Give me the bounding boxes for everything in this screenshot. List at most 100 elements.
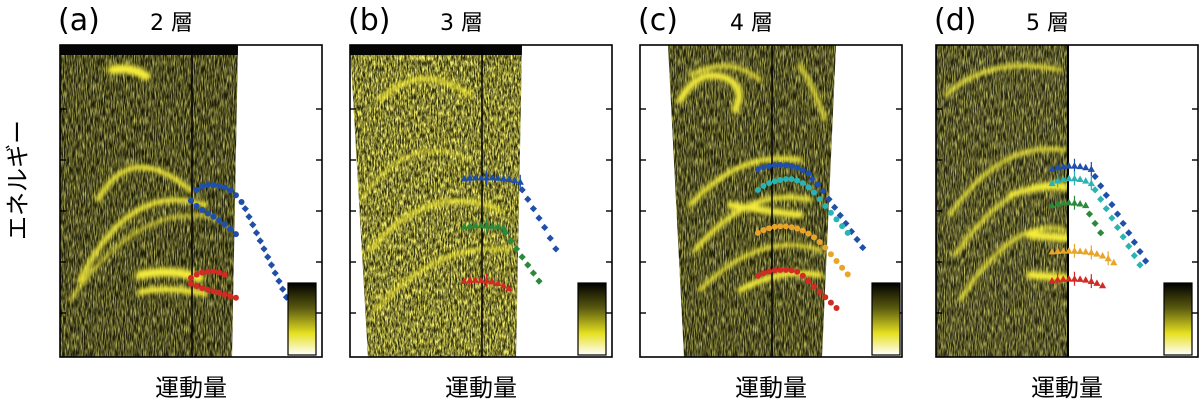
point-d-s0-0 xyxy=(1048,165,1056,172)
arpes-image-c xyxy=(668,45,836,357)
point-d-s3-8 xyxy=(1136,261,1144,269)
point-a-s4-4 xyxy=(210,288,217,295)
xlabel-b: 運動量 xyxy=(445,374,517,402)
point-a-s0-1 xyxy=(193,186,200,193)
point-c-s3-2 xyxy=(766,225,773,232)
panel-title-a: 2 層 xyxy=(150,11,193,36)
point-c-s0-3 xyxy=(771,162,778,169)
point-a-s4-2 xyxy=(199,285,206,292)
point-c-s4-1 xyxy=(760,270,767,277)
xlabel-a: 運動量 xyxy=(155,374,227,402)
markers-a xyxy=(188,182,291,301)
point-c-s2-4 xyxy=(777,176,784,183)
frame-d xyxy=(935,44,1199,358)
colorbar-d xyxy=(1163,282,1193,356)
point-a-s4-0 xyxy=(188,280,194,287)
point-a-s1-2 xyxy=(249,221,257,229)
point-d-s1-3 xyxy=(1108,201,1116,209)
point-b-s4-3 xyxy=(477,276,485,283)
point-a-s3-2 xyxy=(199,269,206,276)
point-d-s5-2 xyxy=(1097,229,1105,237)
point-a-s3-1 xyxy=(193,271,200,278)
panel-title-b: 3 層 xyxy=(440,11,483,36)
point-b-s0-8 xyxy=(505,175,513,183)
point-c-s0-1 xyxy=(760,164,767,171)
point-c-s1-7 xyxy=(847,227,856,236)
point-a-s4-7 xyxy=(227,293,234,300)
point-a-s0-2 xyxy=(199,183,206,190)
point-c-s2-12 xyxy=(822,202,829,209)
point-d-s6-1 xyxy=(1054,247,1062,254)
ticks-b xyxy=(350,108,612,314)
point-c-s2-9 xyxy=(805,184,812,191)
point-d-s6-0 xyxy=(1048,248,1056,255)
panel-letter-d: (d) xyxy=(934,3,976,38)
point-c-s0-9 xyxy=(805,170,812,177)
point-b-s4-5 xyxy=(488,278,496,285)
point-a-s1-4 xyxy=(256,237,264,245)
point-a-s2-1 xyxy=(193,202,200,209)
frame-c xyxy=(639,44,903,358)
point-b-s3-0 xyxy=(501,229,509,237)
point-b-s0-7 xyxy=(499,174,508,182)
point-c-s1-2 xyxy=(819,187,827,195)
point-c-s3-16 xyxy=(844,271,851,278)
point-d-s7-4 xyxy=(1070,275,1079,282)
point-a-s0-8 xyxy=(232,192,239,199)
point-d-s3-5 xyxy=(1119,233,1127,241)
panel-a: (a) 2 層 運動量 xyxy=(58,3,323,402)
point-c-s3-13 xyxy=(827,251,834,258)
point-c-s0-5 xyxy=(782,162,789,169)
point-d-s2-6 xyxy=(1082,177,1090,184)
point-d-s7-1 xyxy=(1054,275,1062,283)
point-d-s6-6 xyxy=(1082,248,1090,255)
point-c-s4-10 xyxy=(811,283,818,290)
point-b-s0-9 xyxy=(511,176,519,184)
point-c-s1-8 xyxy=(853,235,861,244)
point-c-s3-6 xyxy=(788,224,795,231)
point-b-s2-1 xyxy=(466,221,474,229)
point-c-s1-4 xyxy=(831,203,839,211)
point-a-s4-8 xyxy=(232,294,239,301)
frame-a xyxy=(59,44,323,358)
point-d-s3-3 xyxy=(1108,214,1116,222)
point-d-s1-5 xyxy=(1119,219,1127,228)
point-d-s3-6 xyxy=(1125,242,1133,250)
point-a-s0-4 xyxy=(210,182,217,189)
point-a-s2-7 xyxy=(227,226,234,233)
point-d-s1-4 xyxy=(1113,210,1122,218)
point-b-s4-0 xyxy=(460,277,468,285)
point-a-s1-8 xyxy=(271,269,279,277)
point-c-s0-7 xyxy=(794,164,801,171)
point-d-s6-7 xyxy=(1087,248,1095,256)
point-c-s3-5 xyxy=(782,223,789,230)
point-d-s1-0 xyxy=(1091,172,1099,181)
point-a-s2-2 xyxy=(199,207,206,214)
ylabel: エネルギー xyxy=(4,120,32,240)
point-a-s4-5 xyxy=(216,289,223,296)
arpes-image-d xyxy=(936,45,1068,357)
point-d-s0-5 xyxy=(1076,162,1084,170)
point-c-s4-9 xyxy=(805,278,812,285)
markers-c xyxy=(754,161,867,311)
point-d-s4-3 xyxy=(1065,198,1073,206)
point-b-s2-0 xyxy=(460,222,468,230)
point-b-s0-4 xyxy=(483,173,491,181)
point-c-s0-4 xyxy=(777,161,784,168)
point-c-s0-6 xyxy=(788,163,795,170)
point-a-s0-9 xyxy=(238,198,245,205)
point-a-s3-0 xyxy=(188,274,194,281)
point-b-s3-1 xyxy=(507,237,515,245)
point-a-s3-4 xyxy=(210,268,217,275)
point-b-s2-6 xyxy=(494,222,502,230)
ticks-d xyxy=(936,108,1198,314)
point-a-s2-4 xyxy=(210,213,217,220)
point-c-s1-3 xyxy=(825,195,833,203)
point-a-s3-5 xyxy=(216,269,223,276)
point-d-s7-5 xyxy=(1076,275,1084,282)
point-d-s7-0 xyxy=(1048,276,1056,284)
point-d-s6-2 xyxy=(1059,247,1067,254)
point-d-s2-4 xyxy=(1070,174,1079,182)
point-c-s2-5 xyxy=(782,176,789,183)
point-b-s1-6 xyxy=(552,245,560,253)
